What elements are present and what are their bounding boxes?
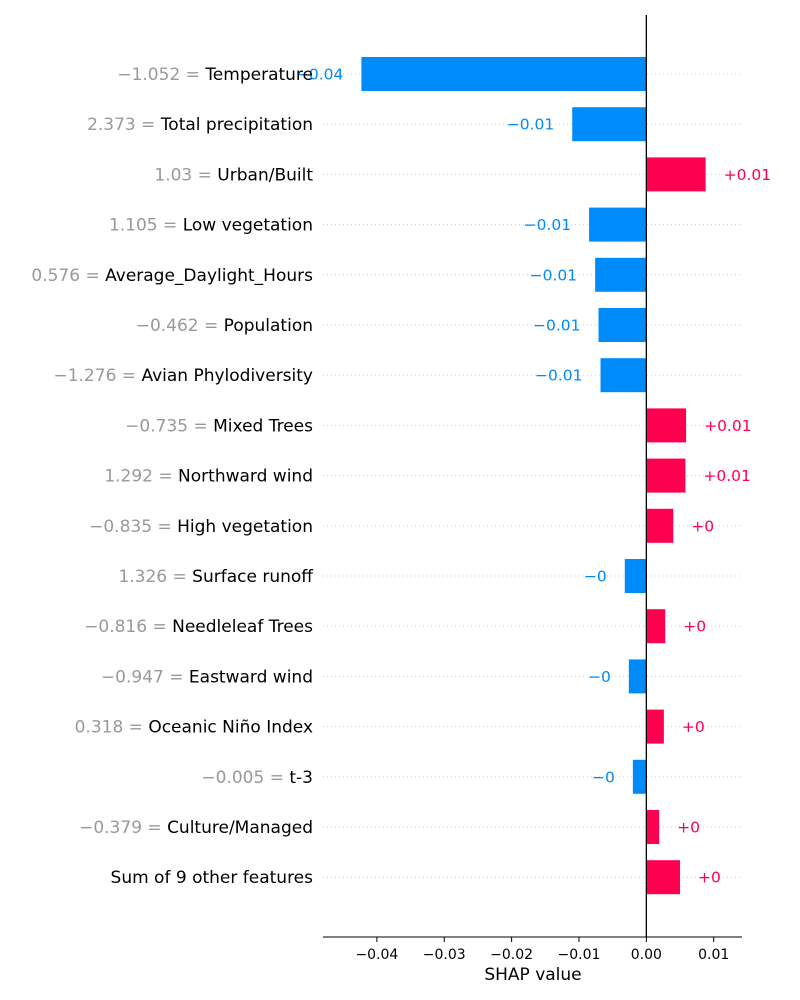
feature-label: 1.03 = Urban/Built [154, 165, 313, 185]
feature-name: Surface runoff [192, 567, 314, 587]
feature-label: Sum of 9 other features [111, 868, 314, 888]
x-tick-label: −0.02 [490, 947, 533, 963]
shap-bar [600, 358, 647, 393]
feature-label: −0.462 = Population [136, 316, 313, 336]
shap-bar [589, 207, 647, 242]
bar-value-label: −0 [592, 768, 615, 786]
feature-name: Average_Daylight_Hours [105, 266, 313, 286]
shap-bar [632, 759, 647, 794]
bar-value-label: +0 [691, 517, 714, 535]
feature-label: 1.326 = Surface runoff [118, 567, 314, 587]
feature-label: −1.276 = Avian Phylodiversity [53, 366, 313, 386]
feature-value: 1.326 = [118, 567, 192, 587]
bar-value-label: +0.01 [704, 417, 752, 435]
x-axis: −0.04 −0.03 −0.02 −0.01 0.00 0.01 [323, 936, 742, 963]
shap-bar [595, 257, 647, 292]
feature-name: Mixed Trees [213, 416, 313, 436]
feature-value: 1.03 = [154, 165, 217, 185]
feature-name: High vegetation [177, 517, 313, 537]
feature-name: Avian Phylodiversity [141, 366, 313, 386]
feature-name: Oceanic Niño Index [148, 718, 313, 738]
bar-value-label: +0 [682, 718, 705, 736]
feature-value: 2.373 = [87, 115, 161, 135]
shap-bar [646, 810, 660, 844]
feature-label: 1.292 = Northward wind [104, 467, 313, 487]
feature-name: Culture/Managed [167, 818, 313, 838]
bar-value-label: +0 [698, 869, 721, 887]
feature-name: Sum of 9 other features [111, 868, 314, 888]
feature-labels-group: −1.052 = Temperature 2.373 = Total precip… [31, 65, 314, 888]
bar-value-label: −0.01 [535, 367, 583, 385]
feature-name: Total precipitation [160, 115, 313, 135]
bar-value-label: +0 [677, 819, 700, 837]
feature-name: Population [224, 316, 313, 336]
shap-bar [646, 609, 666, 644]
shap-bar [598, 308, 647, 342]
feature-label: 2.373 = Total precipitation [87, 115, 313, 135]
feature-value: −0.462 = [136, 316, 224, 336]
x-tick-label: −0.01 [558, 947, 601, 963]
bar-value-label: −0.01 [524, 216, 572, 234]
shap-bar [646, 408, 687, 443]
shap-bar [646, 860, 681, 895]
x-tick-label: 0.00 [631, 947, 662, 963]
feature-value: 1.105 = [109, 216, 183, 236]
shap-bar [646, 709, 664, 744]
bar-value-label: −0 [584, 568, 607, 586]
feature-value: −0.379 = [79, 818, 167, 838]
bar-value-label: −0.01 [530, 266, 578, 284]
feature-value: −1.052 = [117, 65, 205, 85]
bar-value-label: −0 [588, 668, 611, 686]
feature-label: −0.947 = Eastward wind [101, 667, 313, 687]
bar-value-label: +0.01 [703, 467, 751, 485]
x-tick-label: 0.01 [698, 947, 729, 963]
feature-name: Temperature [204, 65, 313, 85]
bar-labels-group: −0.04 −0.01 +0.01 −0.01 −0.01 −0.01 −0.01 +0.01… [296, 66, 771, 887]
x-axis-title: SHAP value [484, 965, 581, 985]
feature-value: 0.576 = [31, 266, 105, 286]
feature-name: Urban/Built [217, 165, 313, 185]
feature-value: 1.292 = [104, 467, 178, 487]
shap-bar [624, 559, 647, 593]
feature-label: 0.576 = Average_Daylight_Hours [31, 266, 313, 286]
feature-label: −0.816 = Needleleaf Trees [84, 617, 313, 637]
feature-name: Eastward wind [189, 667, 313, 687]
shap-bar [646, 508, 674, 543]
feature-value: −0.005 = [201, 768, 289, 788]
feature-value: −1.276 = [53, 366, 141, 386]
feature-label: −0.835 = High vegetation [89, 517, 313, 537]
shap-bar [646, 157, 706, 192]
feature-label: −0.379 = Culture/Managed [79, 818, 313, 838]
bar-value-label: +0 [683, 618, 706, 636]
feature-label: −0.735 = Mixed Trees [125, 416, 313, 436]
bar-value-label: +0.01 [724, 166, 772, 184]
feature-value: −0.947 = [101, 667, 189, 687]
feature-name: Needleleaf Trees [172, 617, 313, 637]
feature-name: t-3 [289, 768, 313, 788]
feature-label: −0.005 = t-3 [201, 768, 313, 788]
feature-name: Low vegetation [183, 216, 313, 236]
feature-value: 0.318 = [75, 718, 149, 738]
feature-label: 0.318 = Oceanic Niño Index [75, 718, 313, 738]
x-tick-label: −0.03 [423, 947, 466, 963]
x-tick-label: −0.04 [355, 947, 398, 963]
feature-value: −0.735 = [125, 416, 213, 436]
shap-bar [646, 458, 686, 493]
feature-label: −1.052 = Temperature [117, 65, 313, 85]
shap-bar [361, 57, 647, 91]
shap-bar [572, 107, 647, 142]
bar-value-label: −0.01 [533, 317, 581, 335]
shap-bar [628, 659, 647, 694]
feature-value: −0.835 = [89, 517, 177, 537]
feature-label: 1.105 = Low vegetation [109, 216, 313, 236]
feature-value: −0.816 = [84, 617, 172, 637]
bars-group [361, 57, 706, 895]
bar-value-label: −0.04 [296, 66, 344, 84]
bar-value-label: −0.01 [507, 116, 555, 134]
feature-name: Northward wind [178, 467, 313, 487]
